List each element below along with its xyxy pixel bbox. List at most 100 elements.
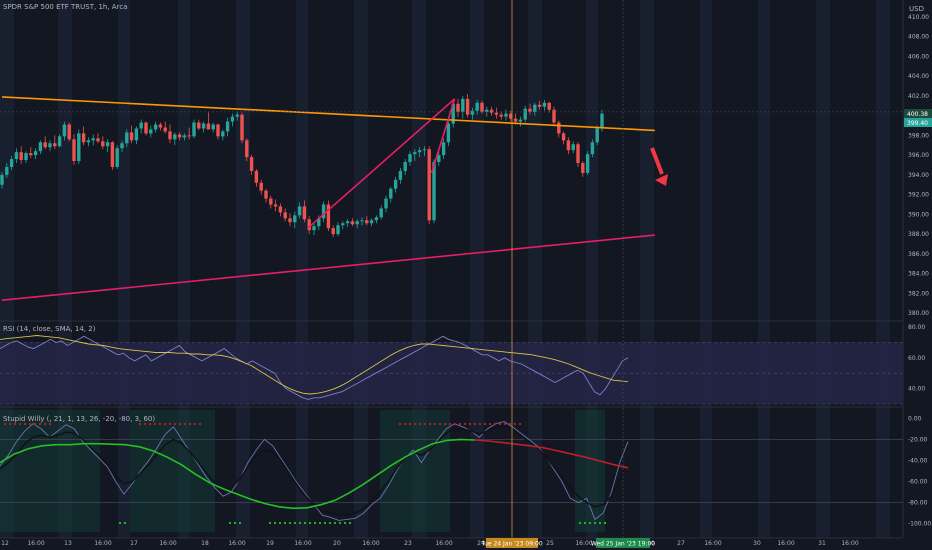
candle-body [144, 122, 148, 134]
oversold-dot [278, 521, 282, 525]
time-tick: 27 [677, 540, 685, 547]
time-tick: 19 [266, 540, 274, 547]
candle-body [528, 108, 532, 112]
price-tag [904, 109, 932, 118]
overbought-dot [188, 422, 192, 426]
oversold-dot [338, 521, 342, 525]
price-tick: 396.00 [908, 152, 929, 159]
price-candles [0, 93, 604, 238]
candle-body [187, 135, 191, 137]
price-tag-label: 400.38 [907, 111, 928, 118]
session-band [354, 0, 368, 538]
candle-body [581, 163, 585, 173]
willy-tick: -80.00 [908, 500, 928, 507]
candle-body [139, 122, 143, 129]
candle-body [518, 119, 523, 122]
candle-body [297, 206, 302, 216]
oversold-dot [598, 521, 602, 525]
candle-body [571, 144, 575, 151]
candle-body [48, 143, 52, 148]
grid-lines [0, 0, 904, 538]
oversold-dot [233, 521, 237, 525]
candle-body [283, 212, 287, 219]
session-band [236, 0, 250, 538]
oversold-dot [308, 521, 312, 525]
willy-zone [575, 410, 605, 532]
overbought-dot [38, 422, 42, 426]
candle-body [43, 142, 47, 148]
time-tick: 23 [404, 540, 412, 547]
candle-body [417, 150, 422, 153]
time-tick: 12 [1, 540, 9, 547]
candle-body [182, 135, 187, 138]
candle-body [5, 166, 9, 175]
time-tick: 16:00 [294, 540, 311, 547]
overbought-dot [463, 422, 467, 426]
oversold-dot [588, 521, 592, 525]
candle-body [321, 204, 326, 219]
candle-body [494, 112, 499, 115]
overbought-dot [143, 422, 147, 426]
oversold-dot [293, 521, 297, 525]
candle-body [552, 109, 556, 123]
candle-body [149, 129, 153, 134]
candle-body [206, 123, 211, 130]
last-date-label: Wed 25 Jan '23 19:00 [591, 541, 655, 548]
candle-body [341, 223, 345, 226]
overbought-dot [168, 422, 172, 426]
price-tick: 386.00 [908, 251, 929, 258]
candle-body [33, 151, 38, 156]
candle-body [254, 170, 259, 183]
price-tick: 388.00 [908, 231, 929, 238]
candle-body [441, 142, 446, 156]
willy-legend[interactable]: Stupid Willy (, 21, 1, 13, 26, -20, -80,… [3, 415, 156, 423]
price-tick: 392.00 [908, 192, 929, 199]
time-tick: 31 [818, 540, 826, 547]
rsi-legend[interactable]: RSI (14, close, SMA, 14, 2) [3, 325, 96, 333]
price-tick: 394.00 [908, 172, 929, 179]
price-tick: 408.00 [908, 34, 929, 41]
price-axis: 410.00408.00406.00404.00402.00400.00398.… [0, 14, 932, 528]
candle-body [427, 149, 431, 221]
oversold-dot [323, 521, 327, 525]
time-tick: 16:00 [777, 540, 794, 547]
time-tick: 18 [201, 540, 209, 547]
trendline-wedge-lower [307, 98, 456, 229]
candle-body [389, 188, 393, 199]
candle-body [19, 152, 23, 161]
time-tick: 25 [546, 540, 554, 547]
session-band [470, 0, 484, 538]
oversold-dot [118, 521, 122, 525]
candle-body [485, 109, 489, 112]
candle-body [461, 98, 465, 112]
candle-body [101, 141, 105, 147]
candle-body [259, 182, 263, 191]
overbought-dot [488, 422, 492, 426]
oversold-dot [318, 521, 322, 525]
oversold-dot [603, 521, 607, 525]
time-tick: 16:00 [362, 540, 379, 547]
symbol-title[interactable]: SPDR S&P 500 ETF TRUST, 1h, Arca [3, 3, 128, 11]
session-band [528, 0, 542, 538]
time-axis: 12 16:00 13 16:00 17 16:00 18 16:00 19 16:00 20 16:… [0, 537, 903, 548]
candle-body [533, 104, 537, 112]
trendline-wedge-upper [430, 98, 456, 174]
candle-body [173, 134, 177, 140]
candle-body [168, 131, 172, 140]
willy-tick: -60.00 [908, 479, 928, 486]
willy-tick: 0.00 [908, 415, 922, 422]
candle-body [398, 170, 403, 180]
candle-body [38, 142, 43, 152]
candle-body [509, 113, 513, 119]
candle-body [96, 138, 100, 142]
candle-body [513, 118, 518, 122]
overbought-dot [518, 422, 522, 426]
oversold-dot [343, 521, 347, 525]
price-tick: 398.00 [908, 132, 929, 139]
candle-body [393, 179, 398, 189]
candle-body [9, 159, 14, 167]
candle-body [163, 127, 167, 132]
candle-body [422, 149, 427, 151]
down-arrow-icon [650, 147, 668, 186]
